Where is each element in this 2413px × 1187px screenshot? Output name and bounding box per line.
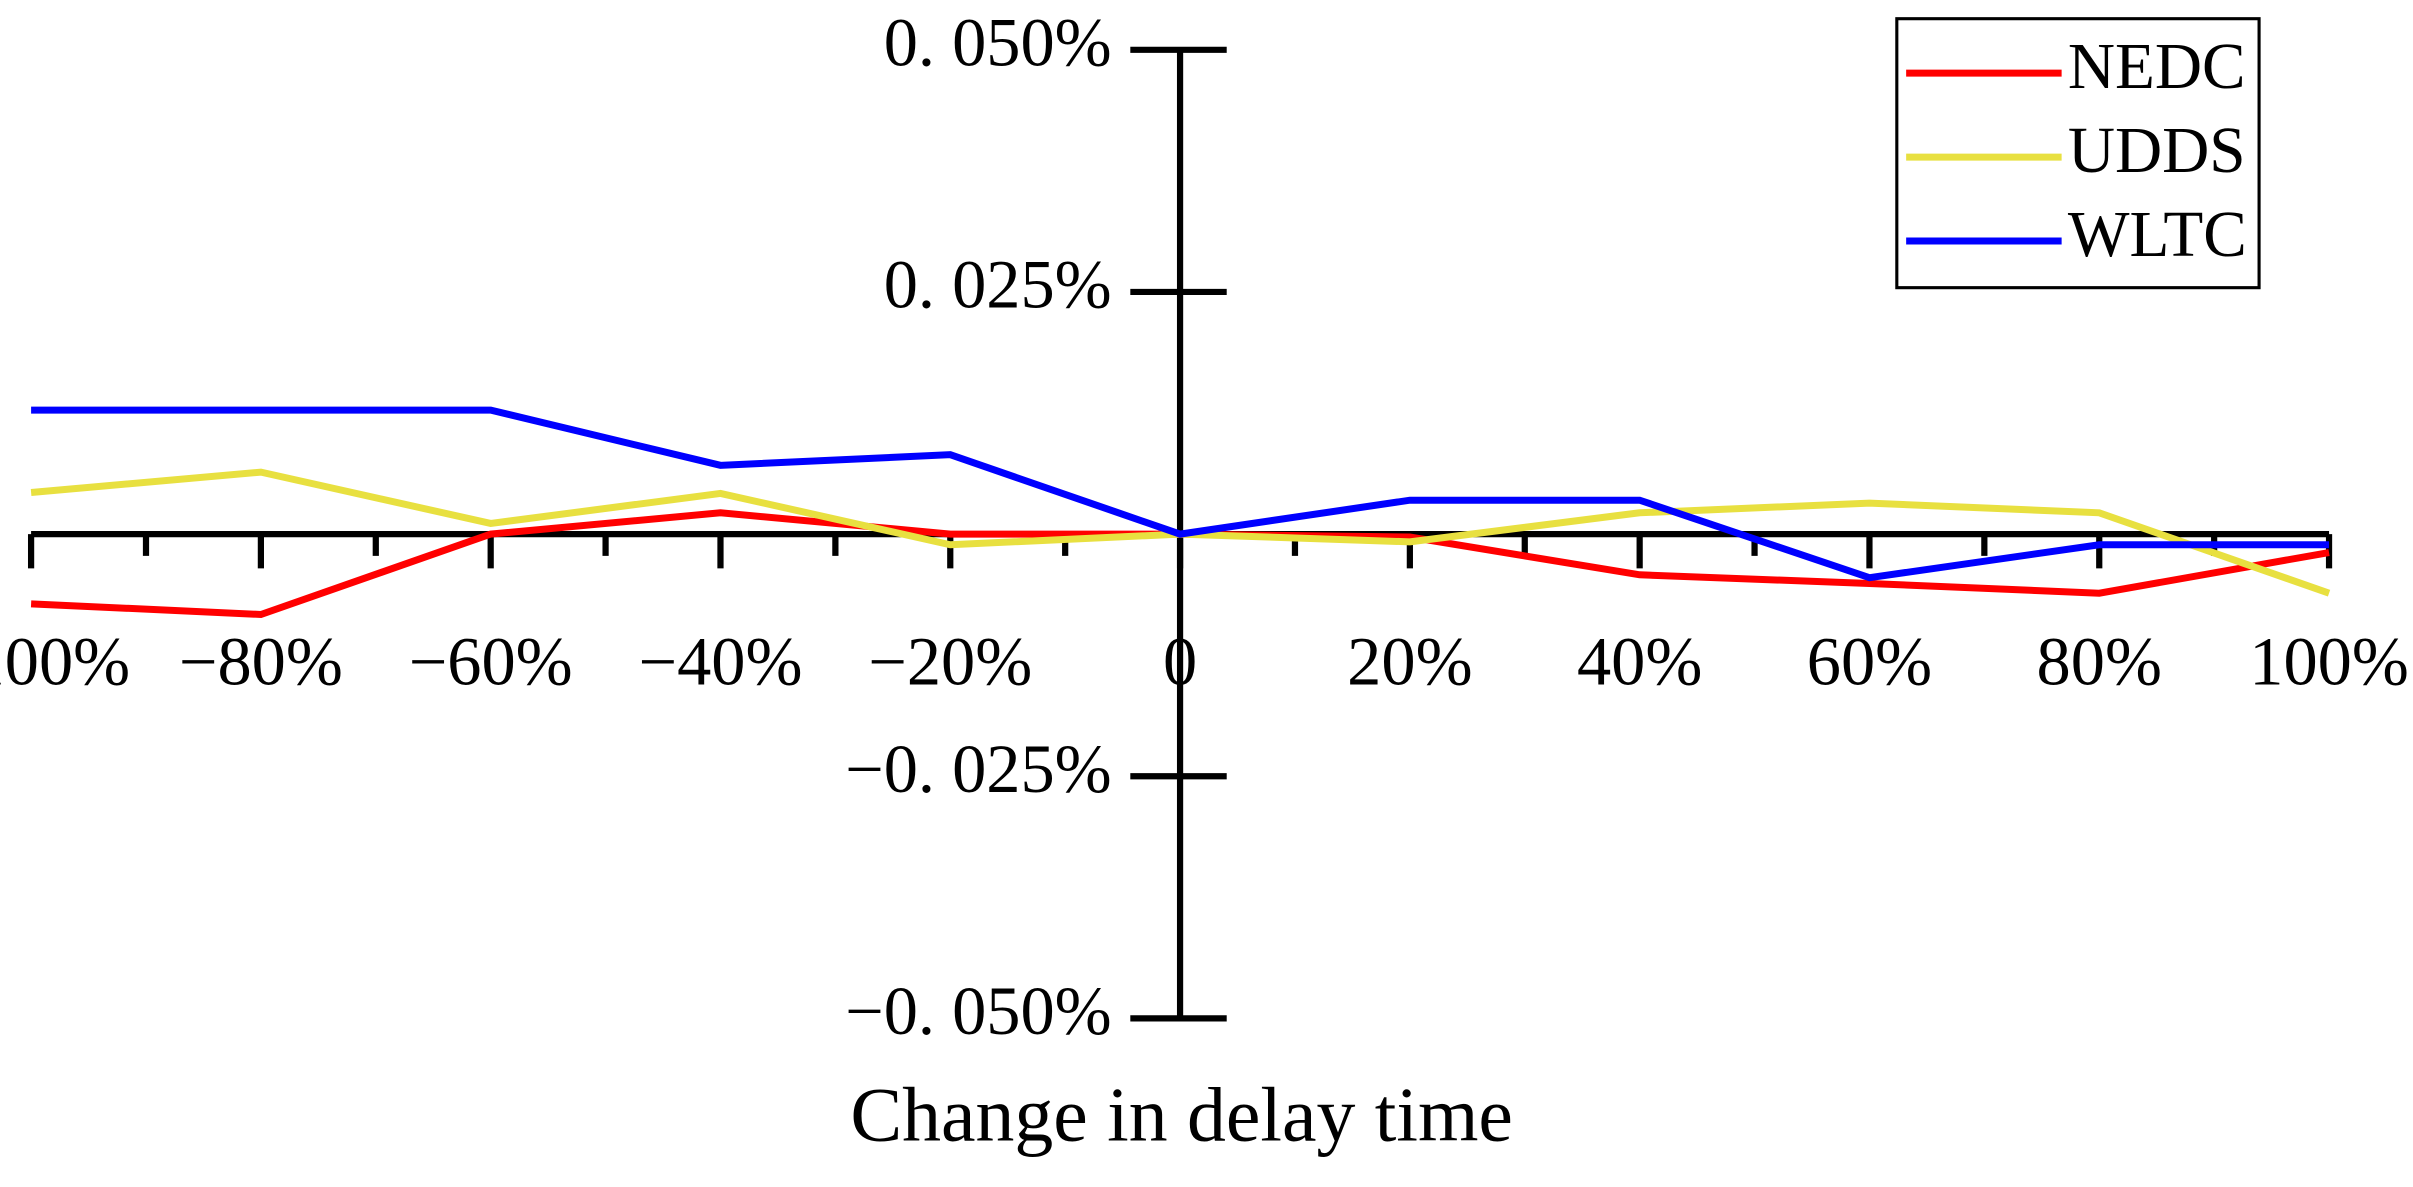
y-tick-label: −0. 050% (845, 973, 1112, 1049)
legend-label: WLTC (2068, 199, 2247, 271)
x-tick-label: 20% (1347, 623, 1472, 699)
x-tick-label: 100% (2249, 623, 2409, 699)
x-tick-label: 60% (1807, 623, 1932, 699)
x-tick-label: 0 (1163, 623, 1197, 699)
x-tick-label: −80% (179, 623, 343, 699)
x-tick-label: −20% (868, 623, 1032, 699)
x-tick-label: −100% (0, 623, 130, 699)
legend-label: NEDC (2068, 31, 2246, 103)
y-tick-label: 0. 050% (884, 5, 1112, 81)
y-tick-label: −0. 025% (845, 731, 1112, 807)
y-tick-label: 0. 025% (884, 247, 1112, 323)
x-tick-label: −60% (409, 623, 573, 699)
legend-label: UDDS (2068, 115, 2246, 187)
x-axis-title: Change in delay time (850, 1071, 1513, 1157)
x-tick-label: −40% (639, 623, 803, 699)
x-tick-label: 80% (2037, 623, 2162, 699)
x-tick-label: 40% (1577, 623, 1702, 699)
data-line (31, 406, 2330, 582)
